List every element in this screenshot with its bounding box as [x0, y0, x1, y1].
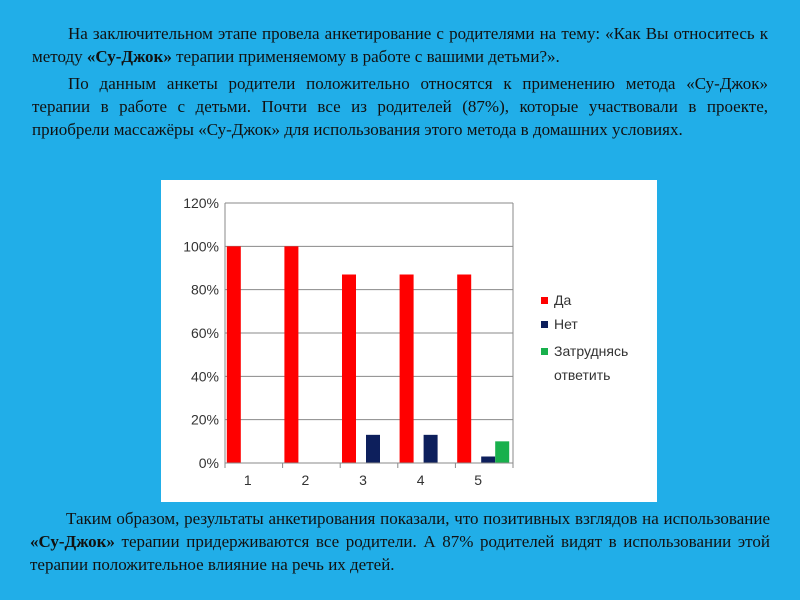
x-tick-label: 1 [244, 472, 252, 488]
bar-1 [399, 274, 414, 463]
bar-1 [284, 246, 299, 463]
y-tick-label: 0% [199, 455, 219, 471]
conclusion-text: Таким образом, результаты анкетирования … [66, 509, 770, 528]
y-tick-label: 100% [183, 238, 219, 254]
bar-2 [481, 456, 496, 463]
legend-label: Нет [554, 316, 578, 332]
x-tick-label: 4 [417, 472, 425, 488]
legend-label-cont: ответить [554, 367, 610, 383]
intro-text: На заключительном этапе провела анкетиро… [32, 24, 768, 66]
bar-chart-svg: 0% 20% 40% 60% 80% 100% 120% 1 2 3 4 5 Да Нет Затрудня… [183, 195, 628, 488]
legend-swatch [541, 321, 548, 328]
y-tick-label: 60% [191, 325, 219, 341]
conclusion-paragraph: Таким образом, результаты анкетирования … [30, 507, 770, 576]
conclusion-text-end: терапии придерживаются все родители. А 8… [30, 532, 770, 574]
x-tick-label: 2 [302, 472, 310, 488]
intro-paragraph: На заключительном этапе провела анкетиро… [32, 22, 768, 68]
x-tick-label: 5 [474, 472, 482, 488]
method-name: «Су-Джок» [86, 47, 172, 66]
y-tick-label: 40% [191, 368, 219, 384]
legend-swatch [541, 297, 548, 304]
bar-3 [495, 441, 510, 463]
method-name-2: «Су-Джок» [30, 532, 115, 551]
survey-chart: 0% 20% 40% 60% 80% 100% 120% 1 2 3 4 5 Да Нет Затрудня… [161, 180, 657, 502]
bar-1 [226, 246, 241, 463]
legend-swatch [541, 348, 548, 355]
bar-2 [423, 434, 438, 463]
bar-2 [366, 434, 380, 463]
legend-label: Да [554, 292, 571, 308]
survey-paragraph: По данным анкеты родители положительно о… [32, 74, 768, 139]
x-tick-label: 3 [359, 472, 367, 488]
y-tick-label: 120% [183, 195, 219, 211]
bar-1 [457, 274, 472, 463]
legend-label: Затруднясь [554, 343, 628, 359]
bar-1 [342, 274, 356, 463]
intro-text-end: терапии применяемому в работе с вашими д… [171, 47, 560, 66]
y-tick-label: 80% [191, 282, 219, 298]
y-tick-label: 20% [191, 412, 219, 428]
